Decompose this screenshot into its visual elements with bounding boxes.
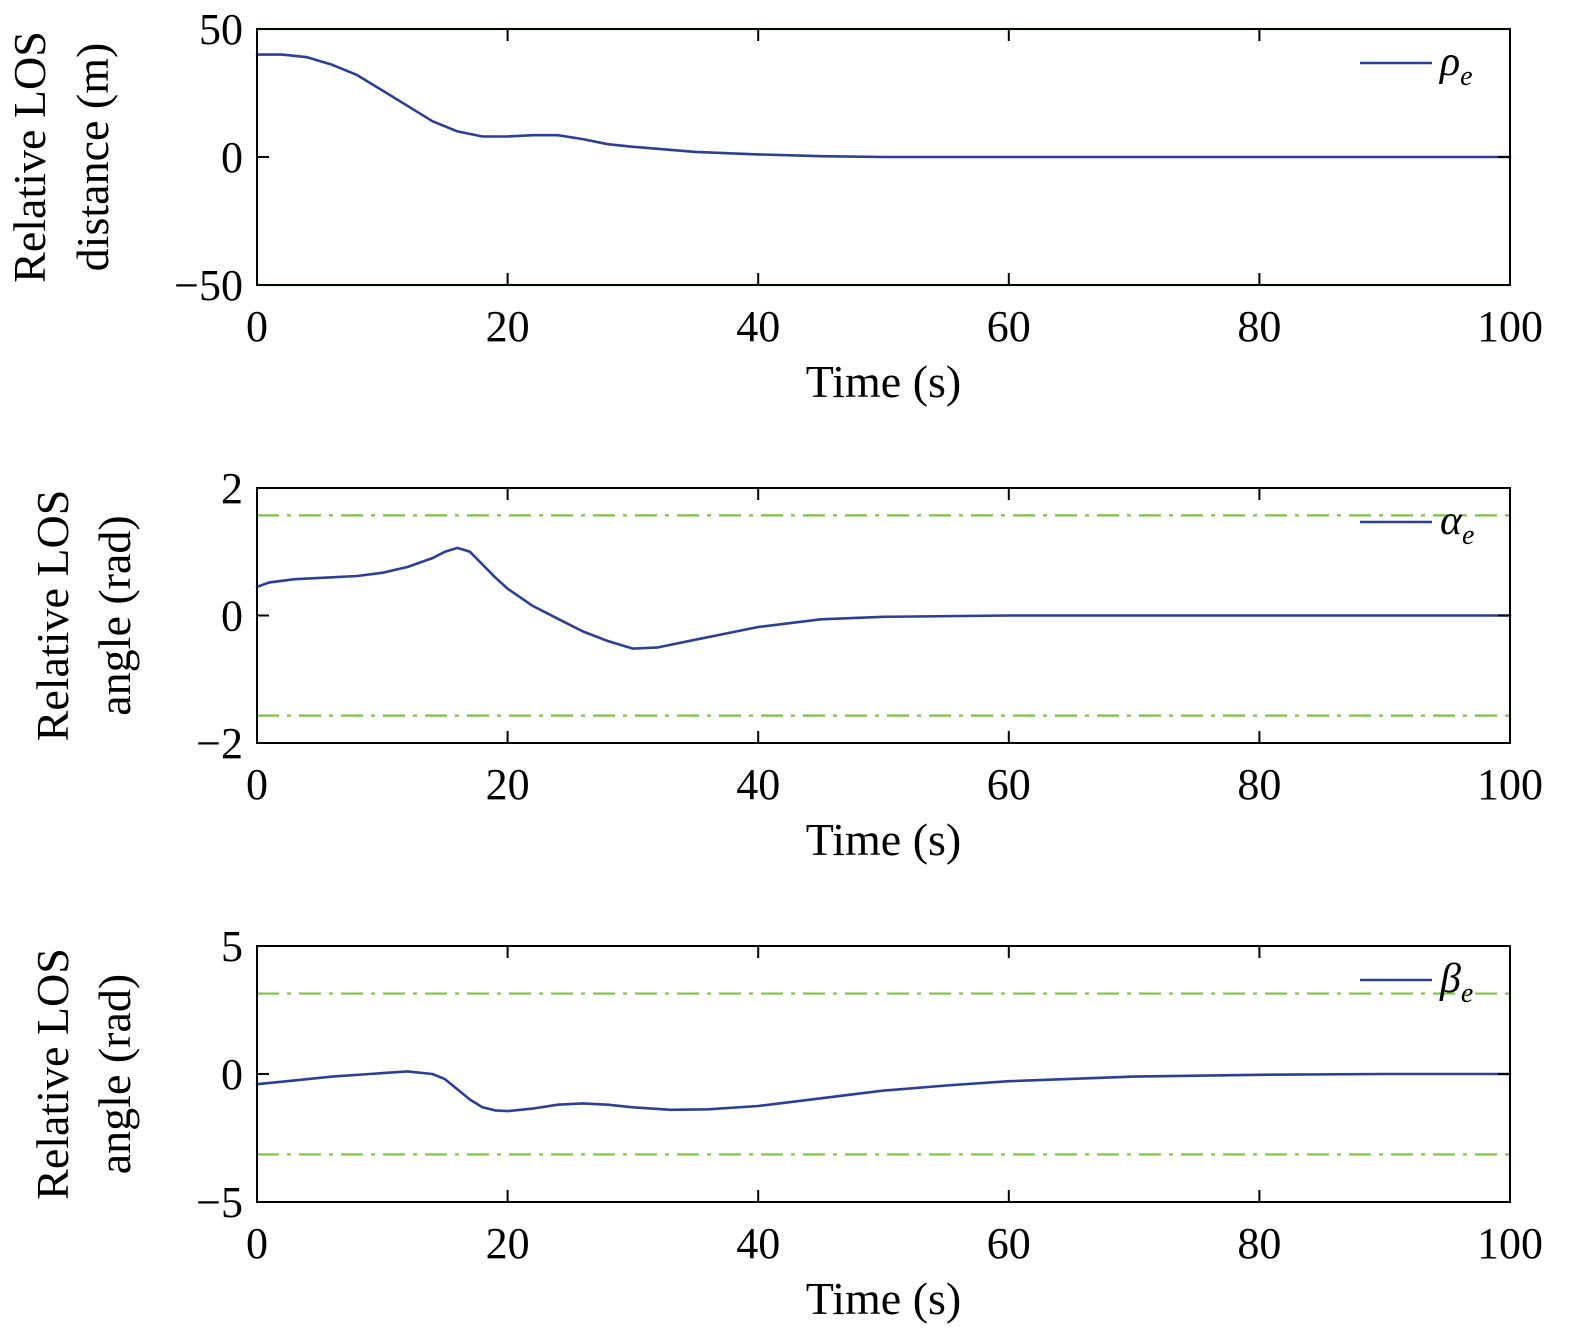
x-tick-label: 40 (736, 760, 780, 809)
x-axis-label: Time (s) (806, 1273, 962, 1324)
legend-subscript: e (1461, 978, 1473, 1009)
x-tick-label: 80 (1237, 760, 1281, 809)
y-tick-label: 50 (199, 5, 243, 54)
x-axis-label: Time (s) (806, 814, 962, 865)
series-line (255, 53, 1512, 159)
x-tick-label: 80 (1237, 1219, 1281, 1268)
legend-subscript: e (1460, 61, 1472, 92)
y-tick-label: 0 (221, 592, 243, 641)
legend-symbol: ρ (1438, 39, 1460, 85)
y-tick-label: −50 (174, 261, 243, 310)
x-tick-label: 20 (486, 760, 530, 809)
legend-label: ρe (1438, 39, 1473, 92)
y-axis-label-line-1: Relative LOS (27, 490, 78, 742)
x-tick-label: 80 (1237, 302, 1281, 351)
legend-symbol: α (1440, 498, 1463, 544)
x-axis-label: Time (s) (806, 356, 962, 407)
x-tick-label: 20 (486, 1219, 530, 1268)
legend-subscript: e (1462, 520, 1474, 551)
legend-label: αe (1440, 498, 1474, 551)
y-axis-label-line-2: distance (m) (67, 43, 118, 272)
y-tick-label: −2 (196, 719, 243, 768)
y-axis-label-line-2: angle (rad) (89, 515, 140, 716)
x-tick-label: 0 (246, 302, 268, 351)
series-line (255, 1070, 1512, 1113)
x-tick-label: 100 (1477, 1219, 1543, 1268)
y-axis-label-line-2: angle (rad) (89, 974, 140, 1175)
y-tick-label: 2 (221, 464, 243, 513)
y-axis-label-line-1: Relative LOS (27, 948, 78, 1200)
legend: ρe (1360, 39, 1473, 92)
y-tick-label: 0 (221, 133, 243, 182)
x-tick-label: 40 (736, 302, 780, 351)
legend-label: βe (1439, 956, 1473, 1009)
x-tick-label: 20 (486, 302, 530, 351)
legend-symbol: β (1439, 956, 1461, 1002)
x-tick-label: 40 (736, 1219, 780, 1268)
legend: βe (1360, 956, 1473, 1009)
y-tick-label: 5 (221, 922, 243, 971)
x-tick-label: 0 (246, 760, 268, 809)
legend: αe (1360, 498, 1474, 551)
y-tick-label: 0 (221, 1050, 243, 1099)
y-tick-label: −5 (196, 1178, 243, 1227)
x-tick-label: 60 (987, 1219, 1031, 1268)
x-tick-label: 100 (1477, 760, 1543, 809)
y-axis-label-line-1: Relative LOS (4, 31, 55, 283)
series-line (255, 546, 1512, 650)
x-tick-label: 60 (987, 302, 1031, 351)
x-tick-label: 60 (987, 760, 1031, 809)
x-tick-label: 100 (1477, 302, 1543, 351)
x-tick-label: 0 (246, 1219, 268, 1268)
